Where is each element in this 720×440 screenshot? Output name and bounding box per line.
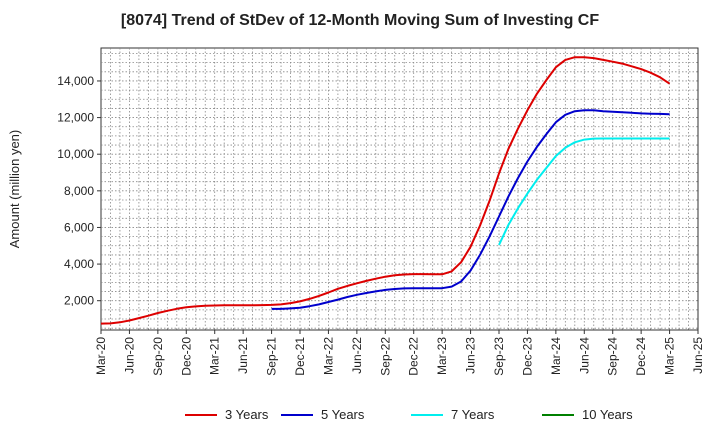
x-tick-label: Dec-23 — [520, 337, 534, 376]
x-tick-label: Jun-20 — [122, 337, 136, 374]
x-tick-label: Jun-21 — [236, 337, 250, 374]
x-tick-label: Jun-22 — [350, 337, 364, 374]
x-tick-label: Mar-24 — [549, 337, 563, 375]
series-line-3-years — [100, 56, 671, 325]
x-tick-label: Dec-22 — [407, 337, 421, 376]
x-tick-label: Jun-24 — [577, 337, 591, 374]
x-tick-label: Dec-24 — [634, 337, 648, 376]
x-tick-label: Sep-23 — [492, 337, 506, 376]
chart-title: [8074] Trend of StDev of 12-Month Moving… — [120, 12, 600, 29]
x-tick-label: Sep-22 — [378, 337, 392, 376]
y-tick-label: 14,000 — [57, 74, 94, 88]
x-tick-label: Dec-20 — [179, 337, 193, 376]
x-tick-label: Mar-23 — [435, 337, 449, 375]
y-tick-label: 2,000 — [64, 294, 94, 308]
x-tick-label: Sep-21 — [265, 337, 279, 376]
series-line-7-years — [498, 137, 670, 246]
x-tick-label: Mar-22 — [321, 337, 335, 375]
y-axis-label: Amount (million yen) — [7, 130, 22, 249]
legend-label: 7 Years — [451, 407, 495, 422]
x-tick-label: Sep-20 — [151, 337, 165, 376]
plot-area — [100, 47, 699, 331]
series-line-5-years — [271, 109, 670, 310]
x-tick-label: Mar-25 — [663, 337, 677, 375]
x-tick-label: Jun-25 — [691, 337, 705, 374]
x-tick-label: Dec-21 — [293, 337, 307, 376]
legend-label: 10 Years — [582, 407, 633, 422]
y-tick-label: 10,000 — [57, 147, 94, 161]
y-tick-label: 4,000 — [64, 257, 94, 271]
legend-label: 3 Years — [225, 407, 269, 422]
x-tick-label: Jun-23 — [464, 337, 478, 374]
x-tick-label: Sep-24 — [606, 337, 620, 376]
x-tick-label: Mar-21 — [208, 337, 222, 375]
x-tick-label: Mar-20 — [94, 337, 108, 375]
y-tick-label: 6,000 — [64, 220, 94, 234]
legend-label: 5 Years — [321, 407, 365, 422]
y-tick-label: 12,000 — [57, 111, 94, 125]
y-tick-label: 8,000 — [64, 184, 94, 198]
